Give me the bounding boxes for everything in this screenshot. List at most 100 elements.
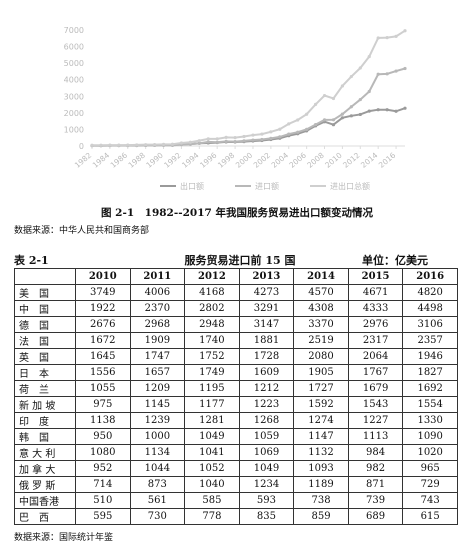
table-row: 中 国 1922 2370 2802 3291 4308 4333 4498 <box>14 299 458 317</box>
table-row: 法 国 1672 1909 1740 1881 2519 2317 2357 <box>14 331 458 349</box>
value-cell: 3106 <box>402 315 458 333</box>
point <box>349 114 353 118</box>
legend-label: 出口额 <box>180 181 204 191</box>
country-cell: 法 国 <box>14 331 76 349</box>
point <box>376 108 380 112</box>
y-tick-label: 6000 <box>64 43 84 52</box>
value-cell: 4498 <box>402 299 458 317</box>
x-tick-label: 1998 <box>216 150 237 169</box>
point <box>403 66 407 71</box>
value-cell: 1728 <box>238 347 295 365</box>
country-cell: 俄 罗 斯 <box>14 475 76 493</box>
value-cell: 585 <box>184 491 240 509</box>
x-tick-label: 2000 <box>234 150 255 169</box>
point <box>197 141 201 145</box>
point <box>394 69 398 73</box>
table-number: 表 2-1 <box>14 254 49 267</box>
point <box>206 137 210 141</box>
country-cell: 韩 国 <box>14 427 76 445</box>
point <box>340 112 344 116</box>
table-unit: 单位：亿美元 <box>362 254 428 267</box>
value-cell: 1946 <box>402 347 458 365</box>
point <box>117 143 121 147</box>
table-row: 中国香港 510 561 585 593 738 739 743 <box>14 491 458 509</box>
value-cell: 2064 <box>347 347 404 365</box>
value-cell: 1040 <box>184 475 240 493</box>
value-cell: 743 <box>402 491 458 509</box>
country-cell: 巴 西 <box>14 507 76 525</box>
header-cell: 2014 <box>293 268 349 285</box>
table-row: 加 拿 大 952 1044 1052 1049 1093 982 965 <box>14 459 458 477</box>
value-cell: 984 <box>347 443 404 461</box>
corner-cell <box>14 268 76 285</box>
point <box>242 139 246 143</box>
value-cell: 1905 <box>293 363 349 381</box>
y-tick-label: 4000 <box>64 76 84 85</box>
point <box>197 139 201 143</box>
value-cell: 3147 <box>238 315 295 333</box>
point <box>224 135 228 139</box>
point <box>403 106 407 110</box>
country-cell: 加 拿 大 <box>14 459 76 477</box>
series-line <box>91 67 406 147</box>
x-tick-label: 2016 <box>377 150 398 169</box>
value-cell: 778 <box>184 507 240 525</box>
value-cell: 4671 <box>347 283 404 301</box>
point <box>340 84 344 88</box>
series-line <box>91 29 406 147</box>
point <box>233 136 237 140</box>
value-cell: 730 <box>129 507 186 525</box>
country-cell: 中国香港 <box>14 491 76 509</box>
x-tick-label: 1990 <box>144 150 165 169</box>
value-cell: 1145 <box>129 395 186 413</box>
point <box>394 34 398 38</box>
value-cell: 1239 <box>129 411 186 429</box>
value-cell: 510 <box>75 491 131 509</box>
point <box>224 139 228 144</box>
point <box>251 138 255 142</box>
value-cell: 1147 <box>293 427 349 445</box>
point <box>99 143 103 147</box>
value-cell: 4273 <box>238 283 295 301</box>
x-tick-label: 1984 <box>91 150 112 169</box>
country-cell: 荷 兰 <box>14 379 76 397</box>
value-cell: 2802 <box>184 299 240 317</box>
value-cell: 1752 <box>184 347 240 365</box>
x-tick-label: 1982 <box>73 150 94 169</box>
table-title: 服务贸易进口前 15 国 <box>184 254 296 267</box>
value-cell: 2317 <box>347 331 404 349</box>
point <box>206 140 210 144</box>
value-cell: 2976 <box>347 315 404 333</box>
value-cell: 2519 <box>293 331 349 349</box>
value-cell: 1543 <box>347 395 404 413</box>
value-cell: 739 <box>347 491 404 509</box>
value-cell: 1281 <box>184 411 240 429</box>
value-cell: 871 <box>347 475 404 493</box>
header-cell: 2010 <box>75 268 131 285</box>
header-row: 2010 2011 2012 2013 2014 2015 2016 <box>14 268 458 285</box>
point <box>385 36 389 40</box>
value-cell: 1727 <box>293 379 349 397</box>
value-cell: 1080 <box>75 443 131 461</box>
value-cell: 4820 <box>402 283 458 301</box>
legend-label: 进口额 <box>255 181 279 191</box>
table-row: 意 大 利 1080 1134 1041 1069 1132 984 1020 <box>14 443 458 461</box>
table-source: 数据来源：国际统计年鉴 <box>14 533 114 543</box>
x-tick-label: 2002 <box>252 150 273 169</box>
point <box>367 89 371 94</box>
value-cell: 859 <box>293 507 349 525</box>
table-row: 德 国 2676 2968 2948 3147 3370 2976 3106 <box>14 315 458 333</box>
y-tick-label: 0 <box>79 142 84 151</box>
y-tick-label: 5000 <box>64 59 84 68</box>
point <box>367 54 371 59</box>
value-cell: 835 <box>238 507 295 525</box>
value-cell: 1749 <box>184 363 240 381</box>
point <box>170 142 175 146</box>
figure-caption: 图 2-1 1982--2017 年我国服务贸易进出口额变动情况 <box>101 207 373 219</box>
value-cell: 1223 <box>238 395 295 413</box>
value-cell: 4333 <box>347 299 404 317</box>
value-cell: 2948 <box>184 315 240 333</box>
point <box>179 141 184 145</box>
point <box>233 140 237 144</box>
point <box>358 66 362 70</box>
